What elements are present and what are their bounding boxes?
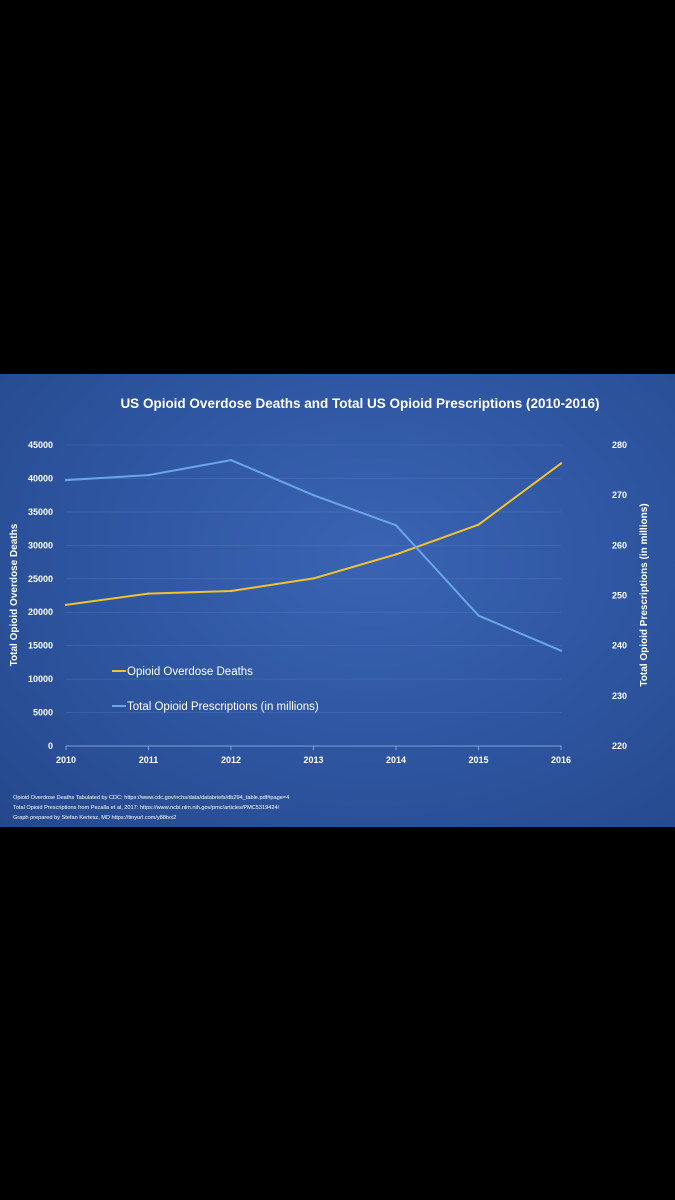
- y-left-tick-label: 10000: [28, 674, 53, 684]
- data-point-prescriptions: [559, 649, 563, 652]
- footnote-pezalla: Total Opioid Prescriptions from Pezalla …: [13, 805, 280, 811]
- x-tick-label: 2014: [386, 755, 406, 765]
- x-tick-label: 2015: [468, 755, 488, 765]
- data-point-deaths: [147, 592, 150, 595]
- data-point-deaths: [229, 589, 233, 593]
- y-left-tick-label: 45000: [28, 440, 53, 450]
- y-left-tick-label: 15000: [28, 641, 53, 651]
- y-left-tick-label: 20000: [28, 607, 53, 617]
- data-point-deaths: [64, 603, 68, 607]
- chart: US Opioid Overdose Deaths and Total US O…: [9, 396, 650, 821]
- x-tick-label: 2013: [303, 755, 323, 765]
- y-axis-left-label: Total Opioid Overdose Deaths: [9, 523, 20, 666]
- data-point-prescriptions: [477, 614, 480, 617]
- y-right-tick-label: 280: [612, 440, 627, 450]
- y-right-tick-label: 230: [612, 691, 627, 701]
- data-point-prescriptions: [394, 524, 398, 527]
- y-right-tick-label: 220: [612, 741, 627, 751]
- x-tick-label: 2011: [139, 755, 159, 765]
- y-right-tick-label: 260: [612, 540, 627, 550]
- data-point-deaths: [477, 523, 480, 526]
- chart-slide: US Opioid Overdose Deaths and Total US O…: [0, 374, 675, 827]
- y-axis-right-label: Total Opioid Prescriptions (in millions): [639, 503, 650, 686]
- data-point-prescriptions: [312, 493, 315, 497]
- data-point-deaths: [312, 577, 315, 580]
- footnote-credit: Graph prepared by Stefan Kertesz, MD htt…: [13, 815, 176, 821]
- data-point-prescriptions: [229, 458, 233, 462]
- data-point-prescriptions: [147, 473, 150, 477]
- y-left-tick-label: 5000: [33, 708, 53, 718]
- footnote-cdc: Opioid Overdose Deaths Tabulated by CDC:…: [13, 795, 289, 801]
- x-tick-label: 2016: [551, 755, 571, 765]
- legend: Opioid Overdose Deaths Total Opioid Pres…: [112, 666, 319, 713]
- series-line-overdose-deaths: [65, 462, 562, 606]
- y-left-tick-label: 40000: [28, 473, 53, 483]
- data-point-deaths: [559, 462, 563, 465]
- y-left-tick-label: 35000: [28, 507, 53, 517]
- data-point-prescriptions: [64, 478, 68, 482]
- y-right-tick-label: 270: [612, 490, 627, 500]
- series-line-prescriptions: [65, 459, 562, 652]
- chart-title: US Opioid Overdose Deaths and Total US O…: [120, 396, 599, 411]
- legend-item-deaths: Opioid Overdose Deaths: [127, 666, 253, 678]
- y-right-tick-label: 250: [612, 591, 627, 601]
- y-left-tick-label: 25000: [28, 574, 53, 584]
- y-left-tick-label: 0: [48, 741, 53, 751]
- y-left-tick-label: 30000: [28, 540, 53, 550]
- data-point-deaths: [394, 553, 398, 556]
- legend-item-prescriptions: Total Opioid Prescriptions (in millions): [127, 701, 319, 713]
- x-tick-label: 2010: [56, 755, 76, 765]
- footnotes: Opioid Overdose Deaths Tabulated by CDC:…: [13, 795, 289, 821]
- y-right-tick-label: 240: [612, 641, 627, 651]
- x-tick-label: 2012: [221, 755, 241, 765]
